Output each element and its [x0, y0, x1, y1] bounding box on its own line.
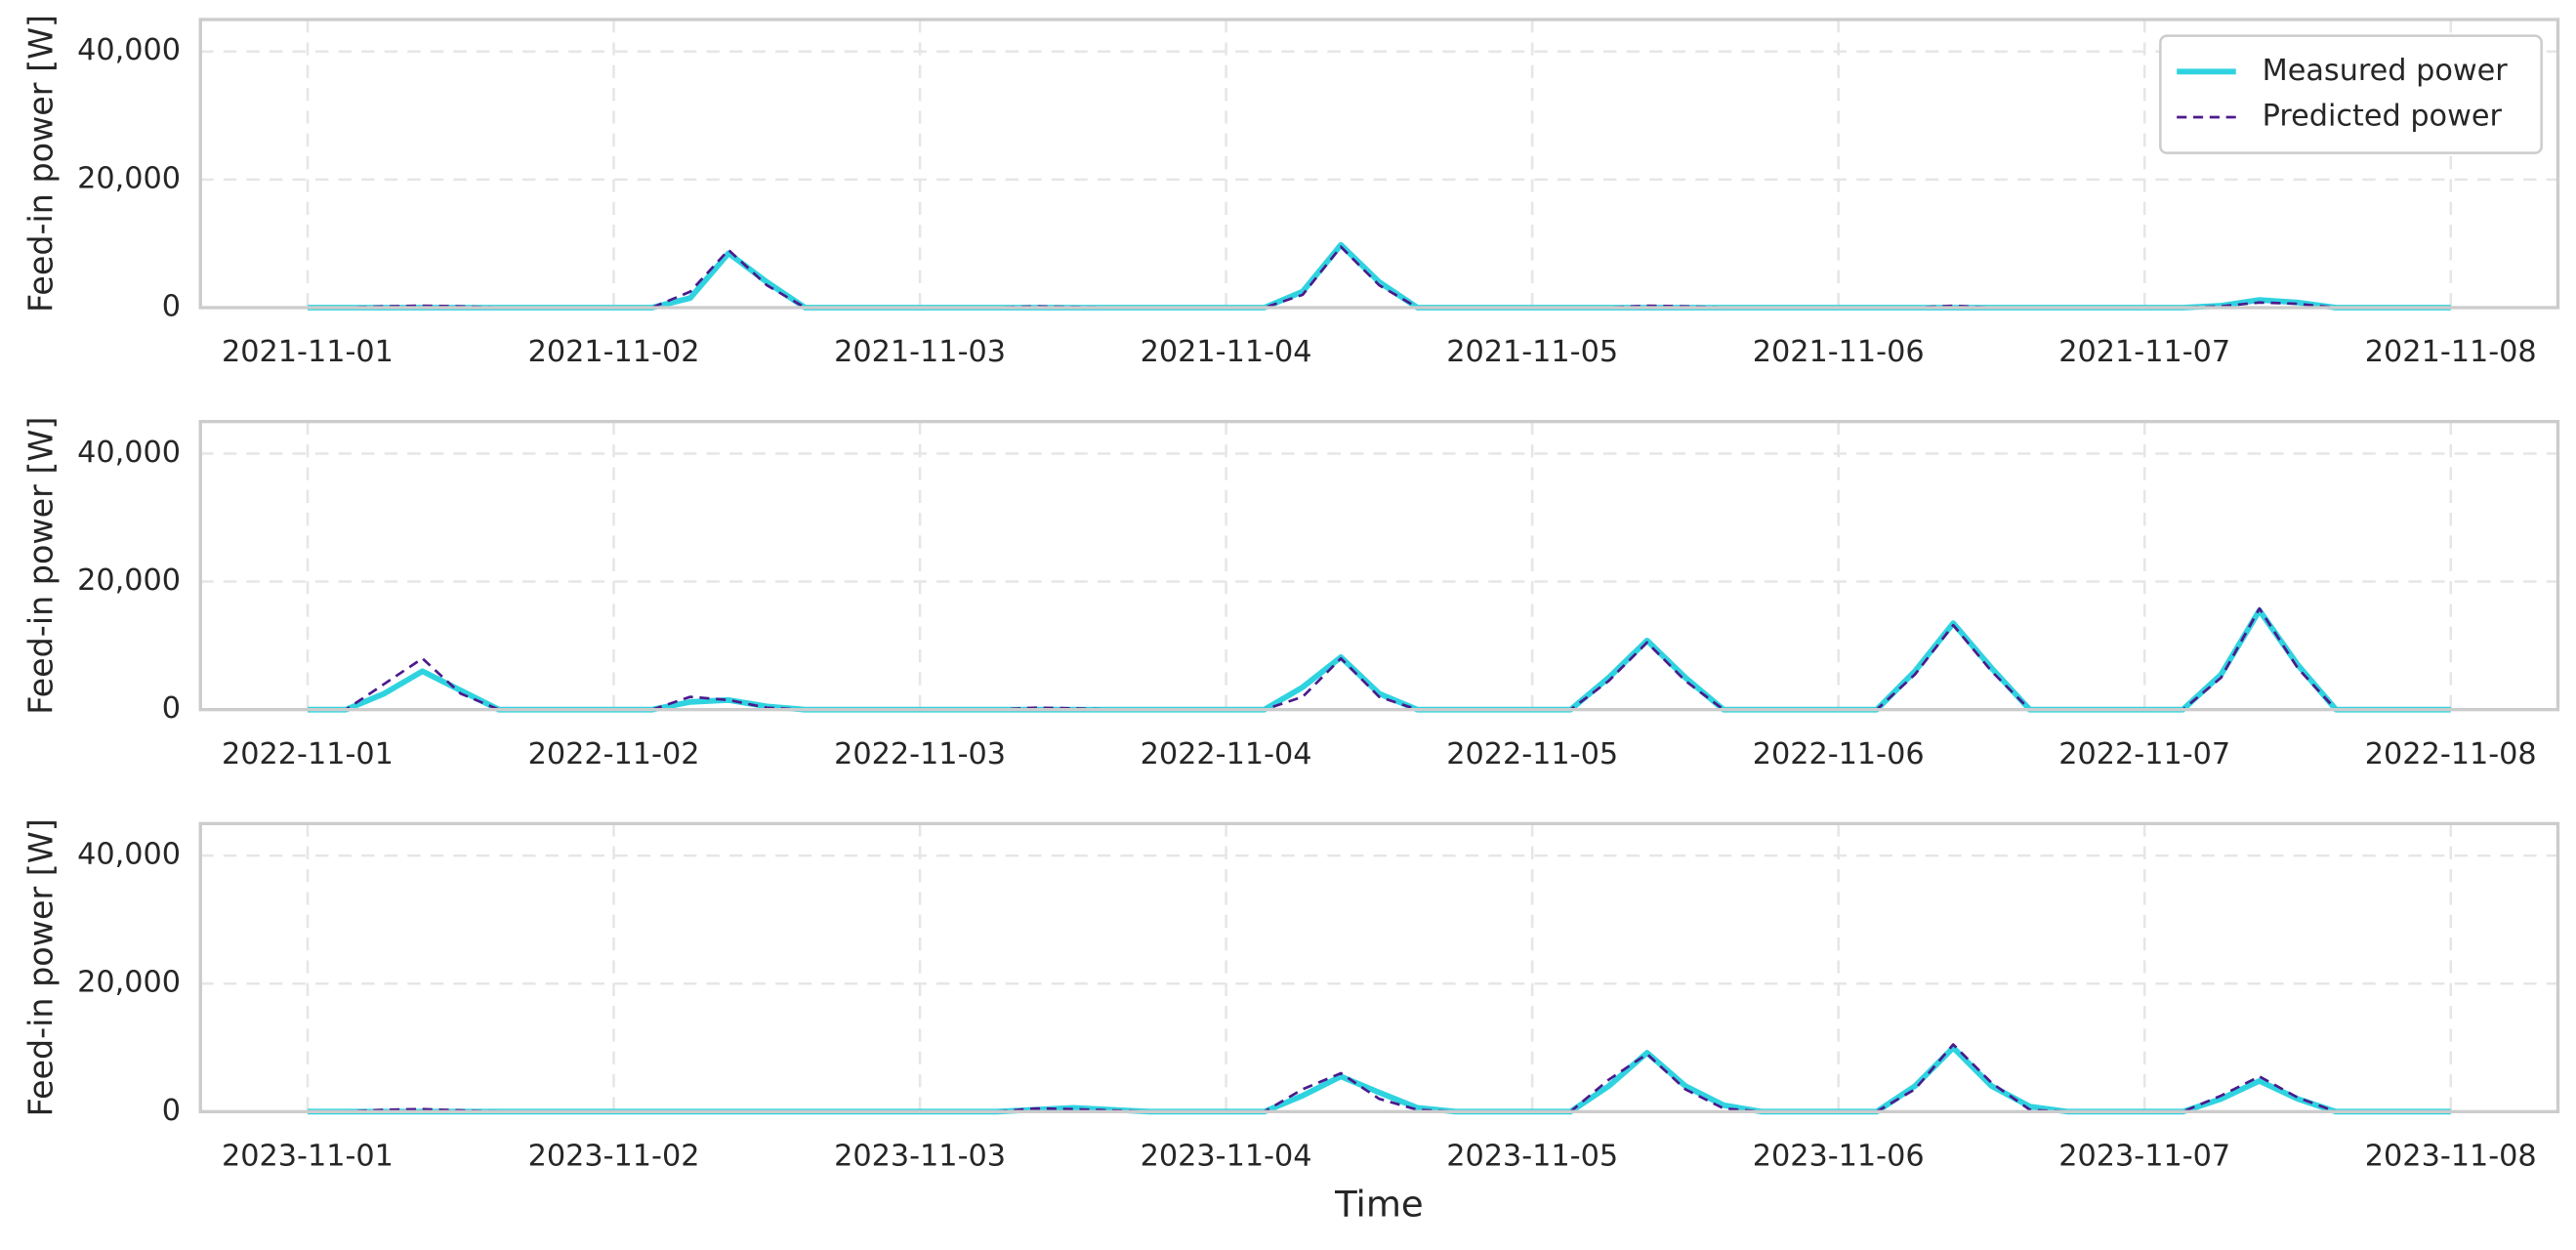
series-line [307, 241, 2451, 311]
x-axis-label: Time [1334, 1184, 1424, 1226]
x-tick-label: 2022-11-01 [222, 737, 394, 771]
series-line [307, 606, 2451, 712]
legend: Measured power Predicted power [2159, 34, 2543, 154]
y-tick-label: 0 [162, 1094, 181, 1128]
axes-frame [198, 420, 2560, 712]
x-tick-label: 2023-11-08 [2365, 1140, 2537, 1174]
x-tick-label: 2023-11-07 [2058, 1140, 2230, 1174]
x-tick-label: 2022-11-03 [834, 737, 1006, 771]
x-tick-label: 2022-11-02 [528, 737, 700, 771]
x-tick-label: 2021-11-01 [222, 335, 394, 369]
series-line [307, 1043, 2451, 1113]
x-tick-label: 2021-11-02 [528, 335, 700, 369]
y-tick-label: 20,000 [77, 161, 181, 195]
y-tick-label: 20,000 [77, 563, 181, 598]
y-axis-label: Feed-in power [W] [21, 15, 60, 312]
series-line [307, 1044, 2451, 1115]
y-tick-label: 40,000 [77, 436, 181, 470]
y-tick-label: 0 [162, 691, 181, 726]
x-tick-label: 2022-11-07 [2058, 737, 2230, 771]
axes-frame [198, 18, 2560, 310]
legend-label: Measured power [2263, 54, 2509, 88]
axes-frame [198, 821, 2560, 1113]
x-tick-label: 2021-11-05 [1446, 335, 1618, 369]
series-line [307, 607, 2451, 713]
x-tick-label: 2022-11-05 [1446, 737, 1618, 771]
legend-frame [2159, 34, 2543, 154]
x-tick-label: 2021-11-07 [2058, 335, 2230, 369]
x-tick-label: 2022-11-06 [1753, 737, 1925, 771]
x-tick-label: 2023-11-05 [1446, 1140, 1618, 1174]
y-tick-label: 40,000 [77, 838, 181, 872]
y-axis-label: Feed-in power [W] [21, 818, 60, 1116]
x-tick-label: 2023-11-04 [1141, 1140, 1312, 1174]
x-tick-label: 2023-11-03 [834, 1140, 1006, 1174]
x-tick-label: 2022-11-08 [2365, 737, 2537, 771]
x-tick-label: 2023-11-02 [528, 1140, 700, 1174]
y-axis-label: Feed-in power [W] [21, 417, 60, 715]
x-tick-label: 2021-11-03 [834, 335, 1006, 369]
x-tick-label: 2022-11-04 [1141, 737, 1312, 771]
legend-label: Predicted power [2263, 100, 2503, 134]
y-tick-label: 20,000 [77, 966, 181, 1000]
x-tick-label: 2023-11-06 [1753, 1140, 1925, 1174]
x-tick-label: 2021-11-08 [2365, 335, 2537, 369]
y-tick-label: 0 [162, 290, 181, 324]
x-tick-label: 2023-11-01 [222, 1140, 394, 1174]
series-line [307, 245, 2451, 310]
y-tick-label: 40,000 [77, 33, 181, 67]
x-tick-label: 2021-11-06 [1753, 335, 1925, 369]
x-tick-label: 2021-11-04 [1141, 335, 1312, 369]
